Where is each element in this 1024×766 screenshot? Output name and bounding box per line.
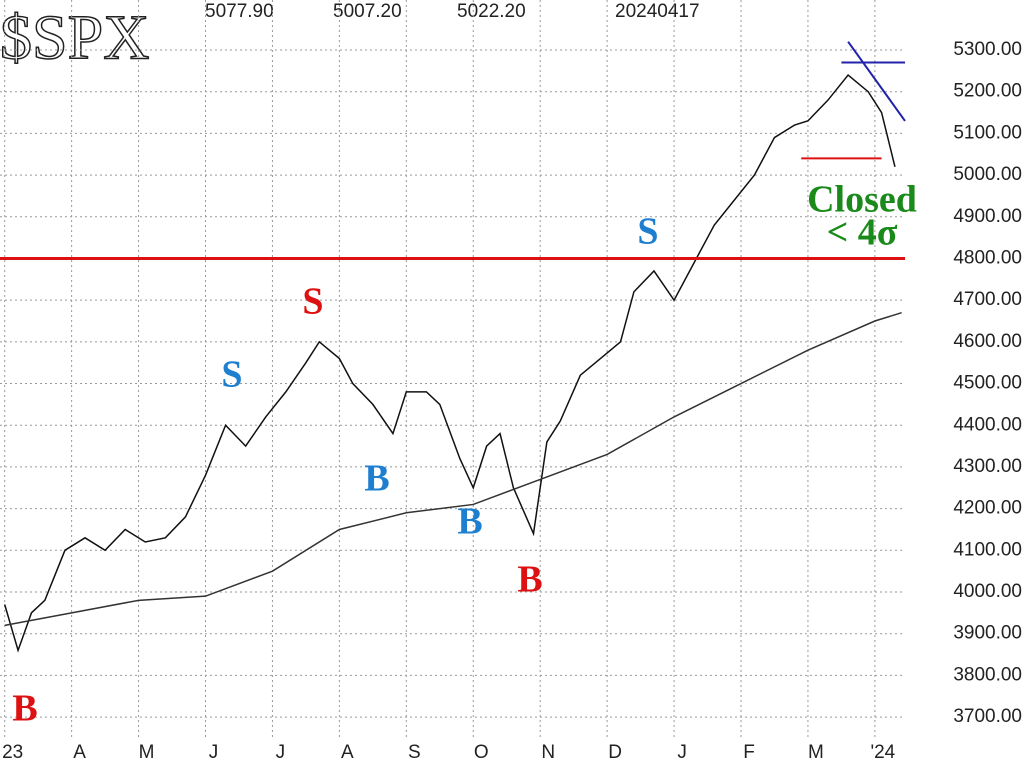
- y-tick-label: 4600.00: [953, 331, 1022, 352]
- y-tick-label: 4700.00: [953, 289, 1022, 310]
- x-tick-label: M: [139, 742, 155, 763]
- x-tick-label: 23: [2, 742, 23, 763]
- y-tick-label: 4400.00: [953, 414, 1022, 435]
- x-tick-label: A: [341, 742, 354, 763]
- y-tick-label: 4200.00: [953, 498, 1022, 519]
- x-tick-label: M: [808, 742, 824, 763]
- header-value: 5022.20: [457, 1, 526, 22]
- y-tick-label: 4900.00: [953, 206, 1022, 227]
- annotation: S: [221, 354, 242, 396]
- annotation: B: [12, 688, 37, 730]
- x-tick-label: J: [276, 742, 286, 763]
- y-tick-label: 5200.00: [953, 81, 1022, 102]
- y-tick-label: 5000.00: [953, 164, 1022, 185]
- y-tick-label: 4500.00: [953, 373, 1022, 394]
- annotation: B: [364, 458, 389, 500]
- reference-line: [847, 41, 906, 122]
- x-tick-label: D: [608, 742, 622, 763]
- y-tick-label: 3700.00: [953, 706, 1022, 727]
- chart-title: $SPX: [0, 2, 149, 73]
- annotation: S: [637, 211, 658, 253]
- y-tick-label: 5100.00: [953, 122, 1022, 143]
- x-tick-label: F: [743, 742, 755, 763]
- x-tick-label: O: [474, 742, 489, 763]
- header-value: 5077.90: [205, 1, 274, 22]
- annotation: B: [517, 559, 542, 601]
- header-value: 5007.20: [333, 1, 402, 22]
- y-tick-label: 4800.00: [953, 247, 1022, 268]
- price-line: [3, 73, 896, 653]
- annotation: S: [302, 281, 323, 323]
- x-tick-label: '24: [870, 742, 895, 763]
- annotation: Closed: [807, 179, 917, 221]
- y-tick-label: 4100.00: [953, 539, 1022, 560]
- annotation: < 4σ: [827, 212, 898, 254]
- x-tick-label: J: [209, 742, 219, 763]
- y-tick-label: 3800.00: [953, 664, 1022, 685]
- price-line: [4, 311, 902, 627]
- x-tick-label: S: [408, 742, 421, 763]
- y-tick-label: 5300.00: [953, 39, 1022, 60]
- x-tick-label: A: [73, 742, 86, 763]
- y-tick-label: 4300.00: [953, 456, 1022, 477]
- x-tick-label: N: [541, 742, 555, 763]
- y-tick-label: 4000.00: [953, 581, 1022, 602]
- header-date: 20240417: [615, 1, 700, 22]
- annotation: B: [457, 501, 482, 543]
- y-tick-label: 3900.00: [953, 623, 1022, 644]
- x-tick-label: J: [677, 742, 687, 763]
